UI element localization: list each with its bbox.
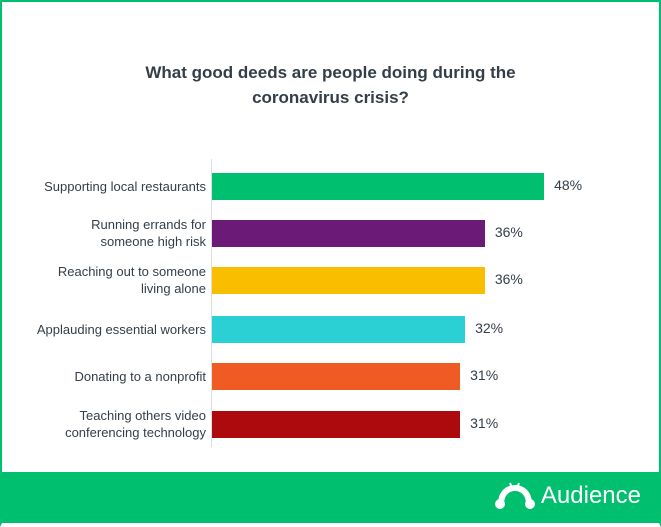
- category-label-line: Donating to a nonprofit: [74, 368, 206, 384]
- surveymonkey-logo-icon: [494, 482, 535, 509]
- title-line-2: coronavirus crisis?: [252, 88, 409, 107]
- category-label-line: someone high risk: [100, 234, 207, 249]
- category-label-line: Teaching others video: [79, 408, 206, 423]
- category-label: Reaching out to someone living alone: [6, 263, 206, 297]
- chart-title: What good deeds are people doing during …: [2, 60, 659, 110]
- category-label: Supporting local restaurants: [6, 178, 206, 195]
- footer-banner: Audience: [2, 472, 659, 523]
- brand-name: Audience: [540, 482, 641, 509]
- category-label: Donating to a nonprofit: [6, 368, 206, 385]
- category-label-line: conferencing technology: [65, 425, 206, 440]
- value-label: 36%: [494, 224, 523, 240]
- value-label: 31%: [470, 367, 499, 383]
- value-label: 31%: [470, 415, 499, 431]
- value-label: 32%: [475, 320, 504, 336]
- value-label: 36%: [494, 271, 523, 287]
- value-label: 48%: [554, 177, 583, 193]
- brand-logo: Audience: [494, 482, 641, 510]
- bar: [212, 219, 485, 247]
- bar: [212, 315, 466, 343]
- bar: [212, 410, 461, 438]
- category-label-line: Reaching out to someone: [57, 264, 206, 279]
- category-label: Running errands for someone high risk: [6, 216, 206, 250]
- category-label: Teaching others video conferencing techno…: [6, 407, 206, 441]
- y-axis-line: [211, 159, 212, 447]
- bar: [212, 266, 485, 294]
- category-label: Applauding essential workers: [6, 321, 206, 338]
- category-label-line: Applauding essential workers: [36, 321, 206, 337]
- category-label-line: Supporting local restaurants: [44, 178, 206, 194]
- category-label-line: Running errands for: [91, 217, 206, 232]
- title-line-1: What good deeds are people doing during …: [145, 63, 516, 82]
- bar: [212, 362, 461, 390]
- bar: [212, 172, 545, 200]
- category-label-line: living alone: [140, 281, 206, 296]
